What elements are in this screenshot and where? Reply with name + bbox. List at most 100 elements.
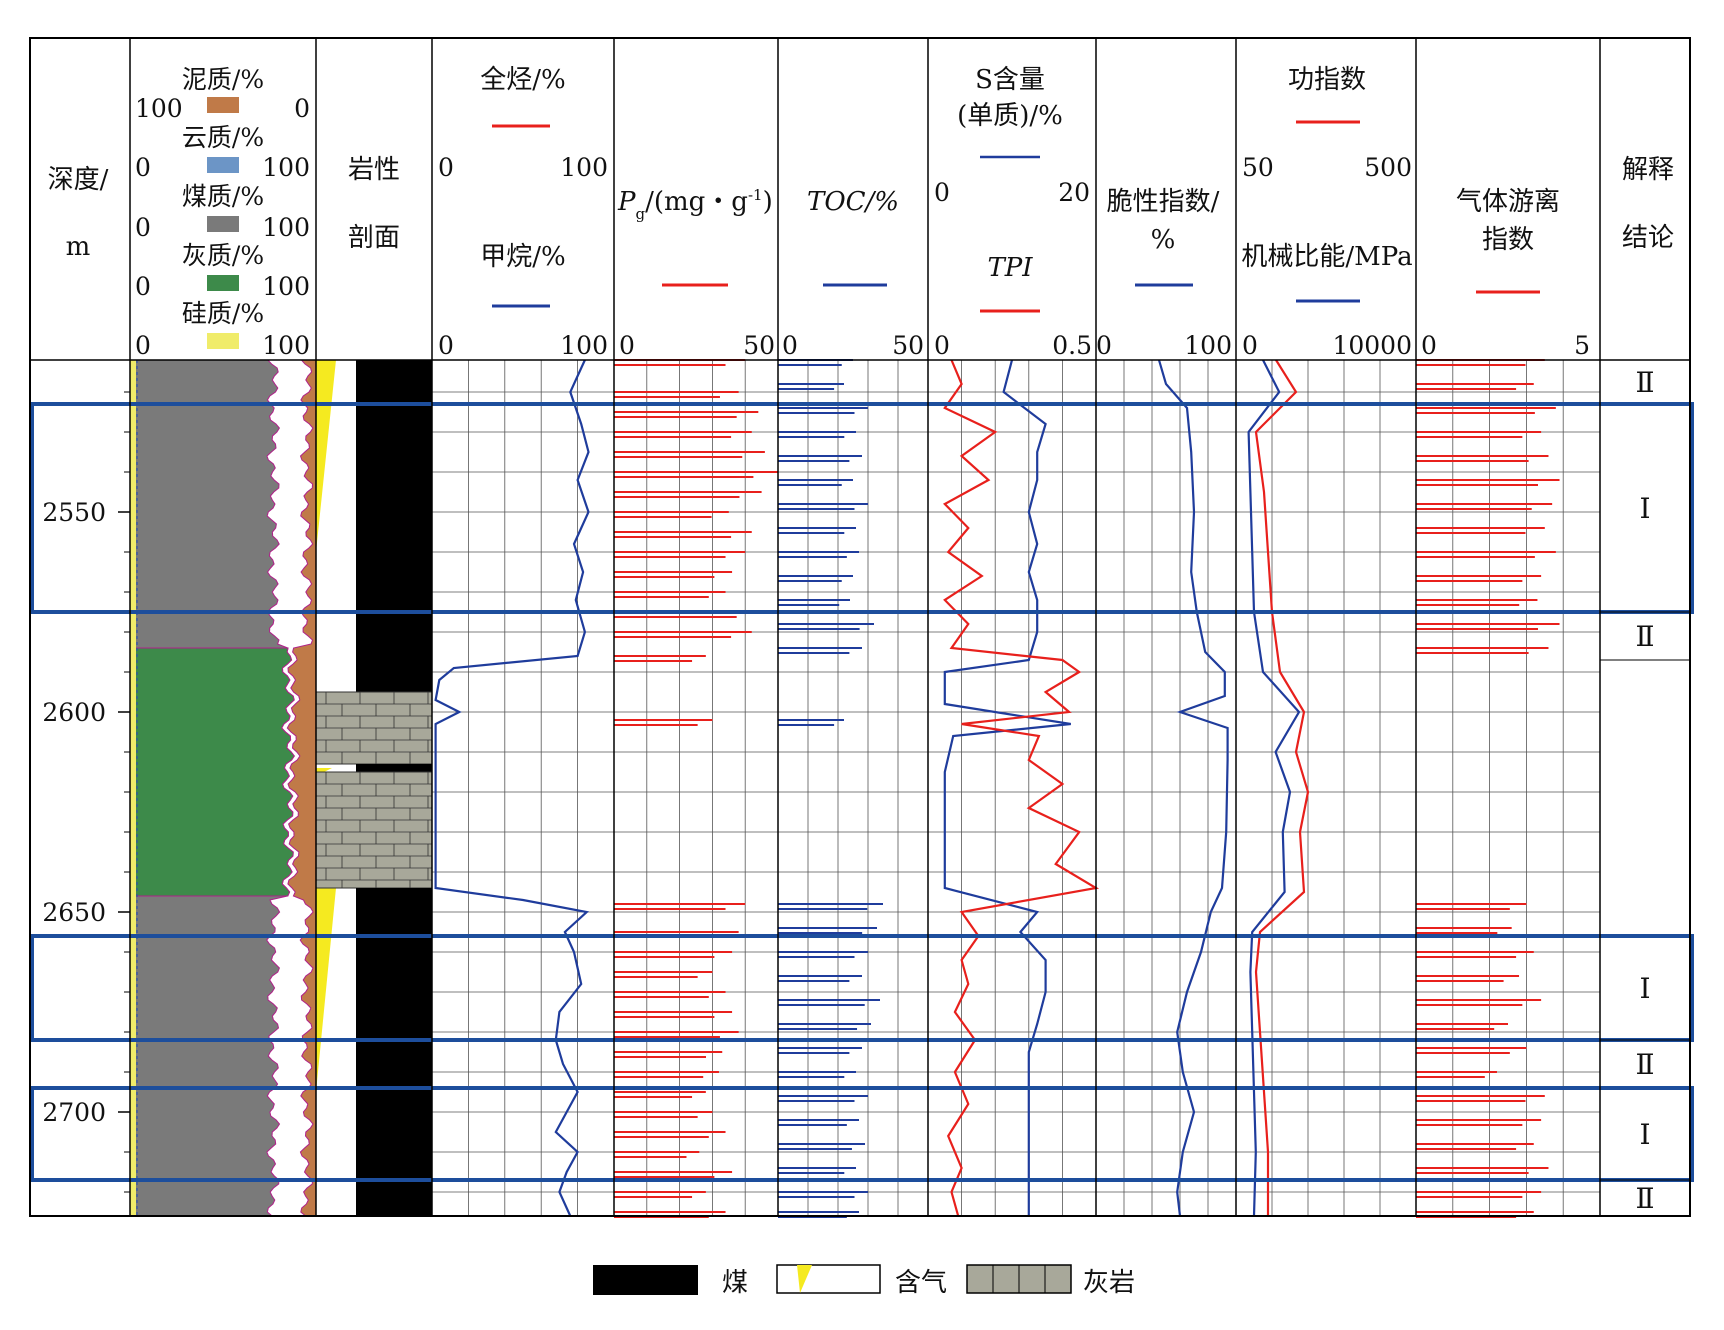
gas-min: 0 bbox=[438, 153, 454, 182]
depth-tick-label-2550: 2550 bbox=[42, 498, 106, 527]
gasfree-label-2: 指数 bbox=[1482, 225, 1534, 255]
toc-min: 0 bbox=[782, 331, 798, 360]
coal-label: 煤质/% bbox=[182, 182, 264, 211]
toc-label: TOC/% bbox=[807, 187, 899, 217]
outer-frame bbox=[29, 37, 1691, 1217]
interval-label-1: Ⅰ bbox=[1639, 492, 1650, 525]
silic-left: 0 bbox=[135, 331, 151, 360]
silic-right: 100 bbox=[262, 331, 310, 360]
legend-gas-label: 含气 bbox=[895, 1268, 947, 1298]
silic-strip bbox=[130, 360, 136, 1216]
dolo-swatch bbox=[207, 157, 239, 173]
brittle-min: 0 bbox=[1096, 331, 1112, 360]
interpretation-column: Ⅱ Ⅰ Ⅱ Ⅰ Ⅱ Ⅰ Ⅱ bbox=[30, 359, 1694, 1215]
lithology-composition bbox=[130, 359, 336, 1217]
lithology-profile bbox=[315, 360, 433, 1216]
pg-sup: -1 bbox=[748, 186, 763, 204]
pg-max: 50 bbox=[743, 331, 775, 360]
interval-label-7: Ⅱ bbox=[1635, 1182, 1654, 1215]
interval-label-2: Ⅱ bbox=[1635, 620, 1654, 653]
mud-fill bbox=[286, 359, 317, 1217]
profile-header-2: 剖面 bbox=[348, 223, 400, 253]
tpi-max: 0.5 bbox=[1052, 331, 1092, 360]
interval-label-6: Ⅰ bbox=[1639, 1118, 1650, 1151]
total-hc-label: 全烃/% bbox=[480, 65, 565, 95]
work-min: 50 bbox=[1242, 153, 1274, 182]
methane-max: 100 bbox=[560, 331, 608, 360]
concl-header-1: 解释 bbox=[1622, 155, 1674, 185]
gas-wedge-2 bbox=[316, 888, 336, 1092]
mse-max: 10000 bbox=[1332, 331, 1412, 360]
tpi-label: TPI bbox=[987, 253, 1033, 283]
lime-swatch bbox=[207, 275, 239, 291]
mse-label: 机械比能/MPa bbox=[1241, 242, 1412, 272]
pg-symbol: P bbox=[617, 187, 636, 217]
pg-unit: /(mg・g bbox=[645, 187, 748, 217]
methane-label: 甲烷/% bbox=[480, 242, 565, 272]
s-label-1: S含量 bbox=[975, 65, 1045, 95]
mud-right: 0 bbox=[294, 94, 310, 123]
dolo-right: 100 bbox=[262, 153, 310, 182]
legend-coal-swatch bbox=[593, 1265, 698, 1295]
coal-left: 0 bbox=[135, 213, 151, 242]
interval-box-6 bbox=[30, 1086, 1694, 1182]
interval-box-4 bbox=[30, 934, 1694, 1042]
interval-label-5: Ⅱ bbox=[1635, 1048, 1654, 1081]
interval-label-4: Ⅰ bbox=[1639, 972, 1650, 1005]
brittle-max: 100 bbox=[1184, 331, 1232, 360]
silic-label: 硅质/% bbox=[182, 299, 264, 328]
s-label-2: (单质)/% bbox=[957, 101, 1063, 131]
depth-header-2: m bbox=[66, 232, 91, 262]
interval-box-1 bbox=[30, 402, 1694, 614]
brittle-label-2: % bbox=[1151, 225, 1176, 255]
work-max: 500 bbox=[1364, 153, 1412, 182]
pg-min: 0 bbox=[619, 331, 635, 360]
pg-close: ) bbox=[763, 187, 773, 217]
s-max: 20 bbox=[1058, 178, 1090, 207]
concl-header-2: 结论 bbox=[1622, 223, 1674, 253]
lime-left: 0 bbox=[135, 272, 151, 301]
gas-wedge-1 bbox=[316, 360, 336, 552]
methane-min: 0 bbox=[438, 331, 454, 360]
s-min: 0 bbox=[934, 178, 950, 207]
header: 深度/ m 泥质/% 100 0 云质/% 0 100 煤质/% 0 100 灰… bbox=[48, 65, 1674, 360]
mud-label: 泥质/% bbox=[182, 65, 264, 94]
lime-right: 100 bbox=[262, 272, 310, 301]
legend-gas-swatch bbox=[776, 1264, 881, 1294]
profile-limestone-3 bbox=[315, 771, 433, 889]
coal-swatch bbox=[207, 216, 239, 232]
profile-header-1: 岩性 bbox=[348, 155, 400, 185]
depth-header-1: 深度/ bbox=[48, 165, 109, 195]
profile-coal-4 bbox=[356, 888, 432, 1216]
grid bbox=[432, 360, 1600, 1216]
gasfree-label-1: 气体游离 bbox=[1456, 187, 1560, 217]
silic-swatch bbox=[207, 333, 239, 349]
curve-脆性指数 bbox=[1157, 359, 1229, 1217]
toc-max: 50 bbox=[892, 331, 924, 360]
legend: 煤 含气 灰岩 bbox=[593, 1264, 1135, 1298]
coal-right: 100 bbox=[262, 213, 310, 242]
depth-axis: 2550 2600 2650 2700 bbox=[42, 391, 130, 1193]
work-label: 功指数 bbox=[1288, 65, 1366, 95]
legend-coal-label: 煤 bbox=[722, 1268, 748, 1298]
profile-coal-0 bbox=[356, 360, 432, 692]
lime-label: 灰质/% bbox=[182, 241, 264, 270]
depth-tick-label-2600: 2600 bbox=[42, 698, 106, 727]
curve-S含量 bbox=[943, 359, 1071, 1216]
depth-tick-label-2700: 2700 bbox=[42, 1098, 106, 1127]
pg-sub: g bbox=[636, 205, 646, 223]
frame bbox=[29, 37, 1691, 1217]
legend-gas-wedge bbox=[797, 1265, 812, 1293]
tpi-min: 0 bbox=[934, 331, 950, 360]
curve-甲烷 bbox=[434, 359, 590, 1217]
dolo-label: 云质/% bbox=[182, 123, 264, 152]
mse-min: 0 bbox=[1242, 331, 1258, 360]
interval-label-0: Ⅱ bbox=[1635, 366, 1654, 399]
pg-label: Pg/(mg・g-1) bbox=[617, 186, 773, 223]
legend-limestone-label: 灰岩 bbox=[1083, 1268, 1135, 1298]
depth-tick-label-2650: 2650 bbox=[42, 898, 106, 927]
mud-swatch bbox=[207, 97, 239, 113]
gasfree-min: 0 bbox=[1421, 331, 1437, 360]
limestone-fill bbox=[133, 647, 295, 897]
